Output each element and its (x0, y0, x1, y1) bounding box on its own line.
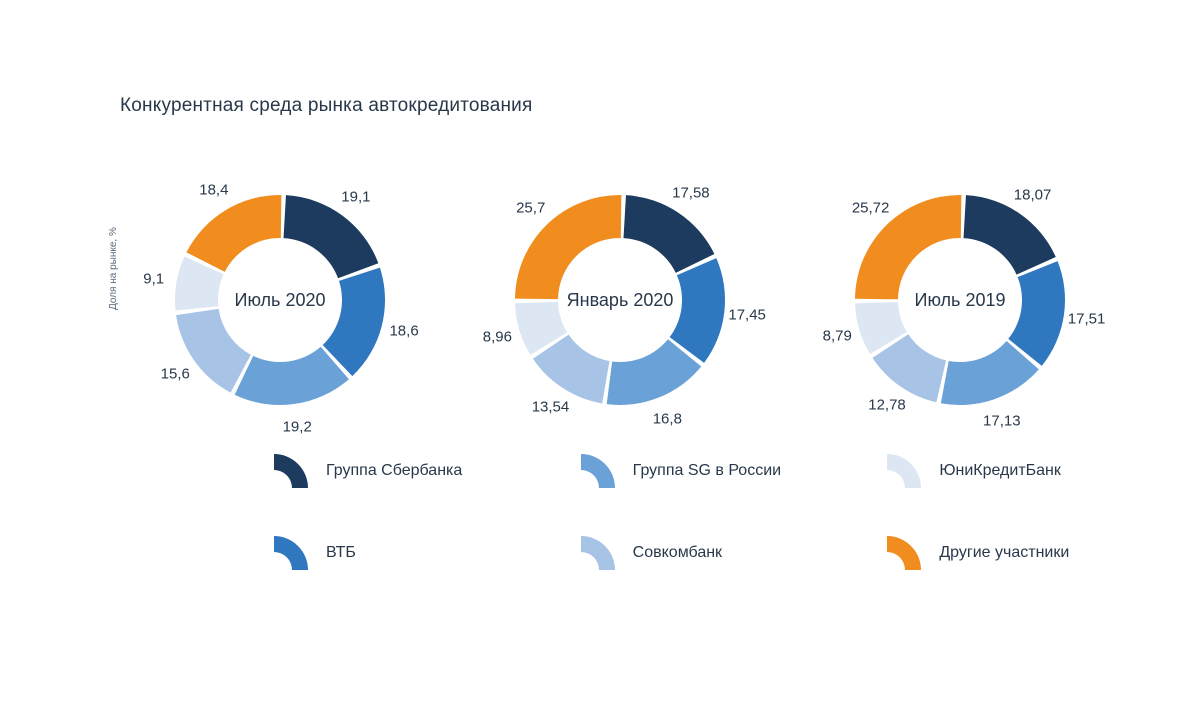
page-title: Конкурентная среда рынка автокредитовани… (120, 95, 532, 117)
legend-label: Группа Сбербанка (326, 462, 462, 480)
donut-slice-sberbank (284, 195, 379, 278)
y-axis-label: Доля на рынке, % (108, 227, 119, 310)
donut-svg (150, 170, 410, 430)
donut-slice-sovcom (176, 309, 251, 393)
legend-label: ЮниКредитБанк (939, 462, 1061, 480)
donut-chart: 17,5817,4516,813,548,9625,7Январь 2020 (490, 170, 750, 430)
chart-container: Конкурентная среда рынка автокредитовани… (0, 0, 1196, 720)
donut-slice-others (515, 195, 621, 299)
legend-swatch-icon (883, 450, 925, 492)
donut-slice-vtb (670, 258, 725, 363)
donut-slice-sberbank (964, 195, 1056, 274)
donut-svg (830, 170, 1090, 430)
donut-charts-row: 19,118,619,215,69,118,4Июль 2020 17,5817,… (150, 170, 1130, 430)
legend-swatch-icon (270, 450, 312, 492)
legend-swatch-icon (883, 532, 925, 574)
donut-slice-others (186, 195, 281, 272)
legend-item-vtb: ВТБ (270, 532, 477, 574)
legend-swatch-icon (577, 450, 619, 492)
donut-slice-sberbank (624, 195, 715, 273)
legend-label: ВТБ (326, 544, 356, 562)
legend-row: Группа Сбербанка Группа SG в России ЮниКре… (270, 450, 1090, 492)
legend-row: ВТБ Совкомбанк Другие участники (270, 532, 1090, 574)
legend-label: Группа SG в России (633, 462, 781, 480)
legend-item-sberbank: Группа Сбербанка (270, 450, 477, 492)
donut-slice-sg (235, 347, 349, 405)
legend-item-sg: Группа SG в России (577, 450, 784, 492)
legend-item-unicredit: ЮниКредитБанк (883, 450, 1090, 492)
legend-swatch-icon (270, 532, 312, 574)
legend-item-others: Другие участники (883, 532, 1090, 574)
legend-label: Другие участники (939, 544, 1069, 562)
legend-label: Совкомбанк (633, 544, 722, 562)
donut-svg (490, 170, 750, 430)
legend-item-sovcom: Совкомбанк (577, 532, 784, 574)
legend-swatch-icon (577, 532, 619, 574)
donut-slice-others (855, 195, 961, 299)
donut-chart: 19,118,619,215,69,118,4Июль 2020 (150, 170, 410, 430)
legend: Группа Сбербанка Группа SG в России ЮниКре… (270, 450, 1090, 614)
donut-chart: 18,0717,5117,1312,788,7925,72Июль 2019 (830, 170, 1090, 430)
